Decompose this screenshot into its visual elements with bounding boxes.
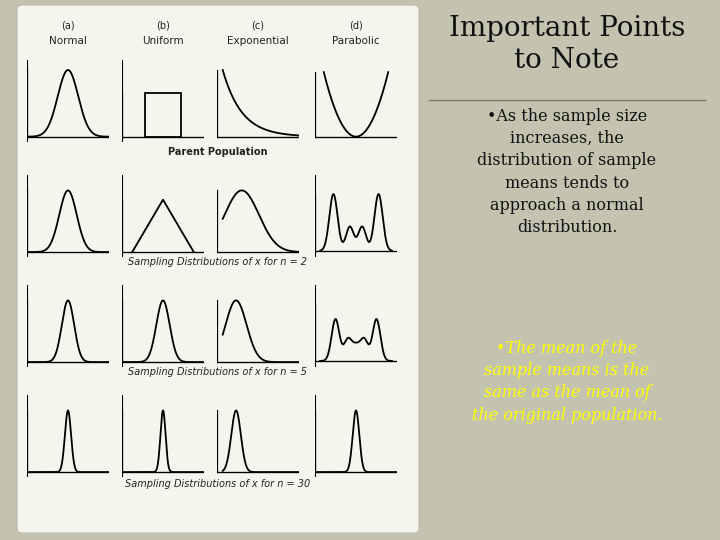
Text: Uniform: Uniform <box>142 36 184 46</box>
Text: •As the sample size
increases, the
distribution of sample
means tends to
approac: •As the sample size increases, the distr… <box>477 108 657 236</box>
Text: Sampling Distributions of x for n = 2: Sampling Distributions of x for n = 2 <box>128 257 307 267</box>
Text: Important Points
to Note: Important Points to Note <box>449 15 685 74</box>
Text: Normal: Normal <box>49 36 87 46</box>
Text: (b): (b) <box>156 20 170 30</box>
Text: Sampling Distributions of x for n = 30: Sampling Distributions of x for n = 30 <box>125 479 310 489</box>
Text: Sampling Distributions of x for n = 5: Sampling Distributions of x for n = 5 <box>128 367 307 377</box>
Text: (a): (a) <box>61 20 75 30</box>
Text: •The mean of the
sample means is the
same as the mean of
the original population: •The mean of the sample means is the sam… <box>472 340 662 423</box>
Text: Exponential: Exponential <box>227 36 289 46</box>
FancyBboxPatch shape <box>17 5 419 533</box>
Text: Parent Population: Parent Population <box>168 147 268 157</box>
Bar <box>145 93 181 137</box>
Text: (c): (c) <box>251 20 264 30</box>
Text: (d): (d) <box>349 20 363 30</box>
Text: Parabolic: Parabolic <box>332 36 380 46</box>
